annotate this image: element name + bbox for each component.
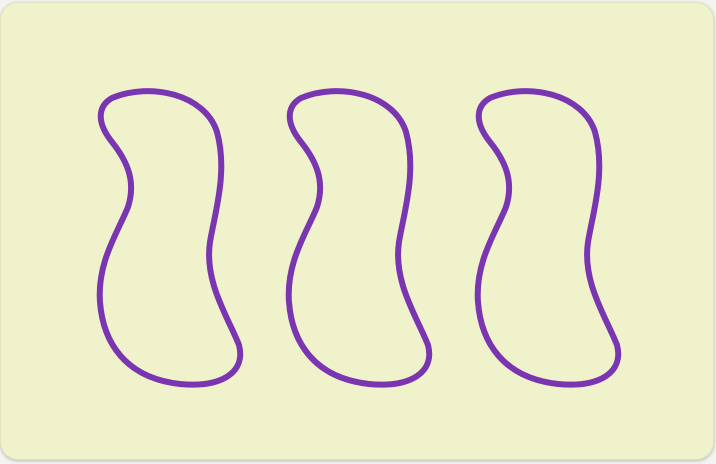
squiggle-symbol-3 (478, 91, 618, 385)
squiggle-symbol-2 (289, 91, 429, 385)
squiggle-symbol-1 (100, 91, 240, 385)
